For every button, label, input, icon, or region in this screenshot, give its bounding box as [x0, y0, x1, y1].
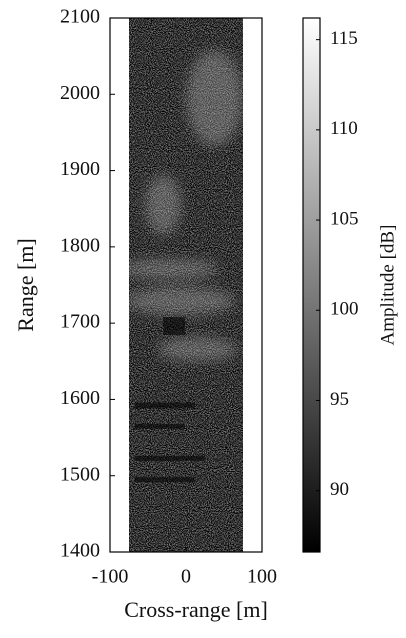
band	[134, 455, 205, 461]
band	[134, 423, 185, 429]
colorbar	[302, 17, 321, 553]
y-tick-label: 1500	[60, 463, 100, 485]
colorbar-tick-label: 95	[330, 389, 349, 410]
blob	[157, 337, 238, 362]
colorbar-tick-label: 105	[330, 208, 359, 229]
image-layer	[129, 18, 243, 552]
y-tick-label: 1800	[60, 234, 100, 256]
y-axis-label: Range [m]	[13, 238, 38, 331]
x-tick-label: -100	[92, 566, 129, 588]
y-tick-label: 1700	[60, 311, 100, 333]
band	[163, 317, 186, 336]
band	[134, 477, 195, 483]
x-tick-label: 0	[181, 566, 191, 588]
colorbar-label: Amplitude [dB]	[377, 225, 398, 346]
dark-bands	[134, 317, 205, 483]
x-tick-label: 100	[247, 566, 277, 588]
x-axis-label: Cross-range [m]	[124, 597, 268, 622]
blob	[145, 174, 182, 235]
y-tick-label: 1400	[60, 540, 100, 562]
colorbar-tick-label: 90	[330, 479, 349, 500]
blob	[186, 50, 243, 147]
colorbar-tick-label: 115	[330, 28, 358, 49]
y-tick-label: 2100	[60, 6, 100, 28]
colorbar-tick-label: 100	[330, 299, 359, 320]
blob	[129, 287, 236, 316]
band	[134, 402, 195, 409]
colorbar-tick-label: 110	[330, 118, 358, 139]
y-tick-label: 1600	[60, 387, 100, 409]
y-tick-label: 1900	[60, 158, 100, 180]
y-tick-label: 2000	[60, 82, 100, 104]
bright-structures	[129, 50, 243, 362]
blob	[129, 258, 219, 279]
